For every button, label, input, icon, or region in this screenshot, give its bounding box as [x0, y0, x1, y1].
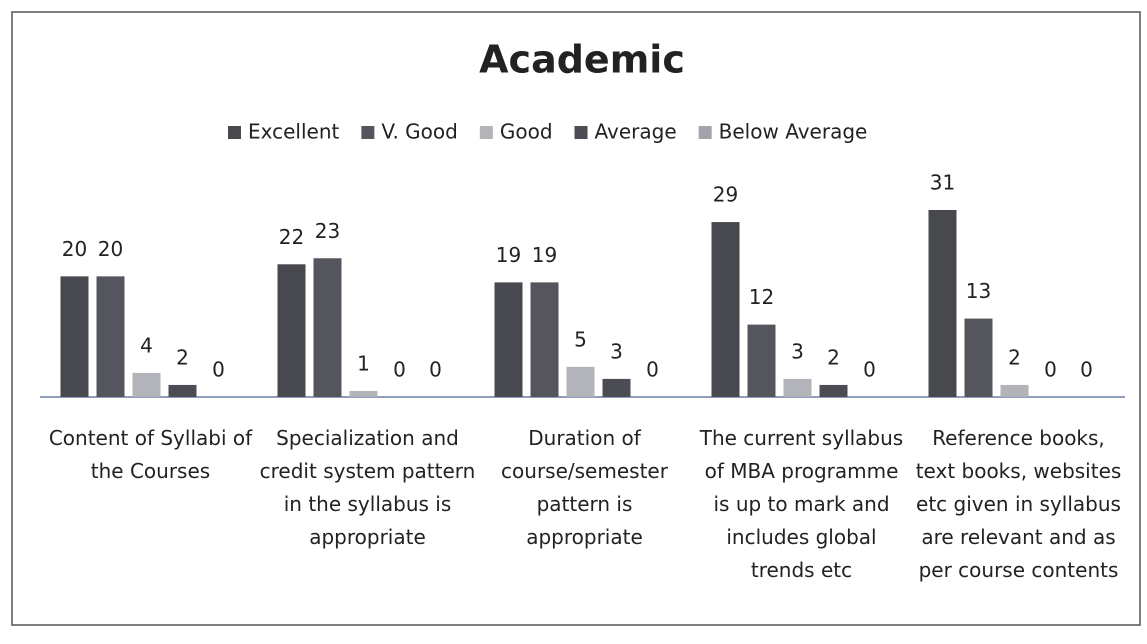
- value-label: 13: [966, 279, 991, 303]
- value-label: 2: [176, 345, 189, 369]
- value-label: 29: [713, 183, 738, 207]
- value-label: 1: [357, 351, 370, 375]
- bar: [928, 210, 957, 397]
- bar: [530, 282, 559, 397]
- value-label: 0: [646, 358, 659, 382]
- value-label: 0: [1044, 358, 1057, 382]
- bar: [494, 282, 523, 397]
- value-label: 5: [574, 327, 587, 351]
- legend-label: Average: [595, 120, 677, 144]
- x-tick-label: Specialization and credit system pattern…: [259, 426, 476, 549]
- bar: [168, 384, 197, 397]
- bar: [277, 264, 306, 397]
- x-tick-label: Reference books, text books, websites et…: [915, 426, 1122, 582]
- value-label: 19: [532, 243, 557, 267]
- bar: [60, 276, 89, 397]
- legend-label: V. Good: [381, 120, 457, 144]
- bar: [964, 318, 993, 397]
- bar: [783, 378, 812, 397]
- value-label: 3: [610, 339, 623, 363]
- value-label: 12: [749, 285, 774, 309]
- value-label: 22: [279, 225, 304, 249]
- value-label: 0: [1080, 358, 1093, 382]
- bar: [819, 384, 848, 397]
- bar: [711, 222, 740, 397]
- value-label: 19: [496, 243, 521, 267]
- legend-label: Good: [500, 120, 553, 144]
- chart-title: Academic: [479, 38, 685, 82]
- bar: [132, 372, 161, 397]
- x-tick-label: Content of Syllabi of the Courses: [48, 426, 253, 483]
- value-label: 2: [1008, 345, 1021, 369]
- value-label: 2: [827, 345, 840, 369]
- value-label: 0: [393, 358, 406, 382]
- value-label: 0: [863, 358, 876, 382]
- bar: [96, 276, 125, 397]
- value-label: 20: [98, 237, 123, 261]
- legend-swatch: [698, 126, 712, 139]
- bar: [747, 324, 776, 397]
- value-label: 31: [930, 171, 955, 195]
- value-label: 3: [791, 339, 804, 363]
- legend-swatch: [479, 126, 493, 139]
- legend-swatch: [361, 126, 375, 139]
- value-label: 4: [140, 333, 153, 357]
- value-label: 20: [62, 237, 87, 261]
- x-tick-label: The current syllabus of MBA programme is…: [699, 426, 904, 582]
- bar: [566, 366, 595, 397]
- value-label: 23: [315, 219, 340, 243]
- legend-label: Below Average: [719, 120, 868, 144]
- bar: [313, 258, 342, 397]
- bar: [349, 390, 378, 397]
- value-label: 0: [429, 358, 442, 382]
- legend-label: Excellent: [248, 120, 340, 144]
- x-tick-label: Duration of course/semester pattern is a…: [501, 426, 668, 549]
- legend-swatch: [228, 126, 241, 139]
- chart-border: [11, 11, 1141, 626]
- value-label: 0: [212, 358, 225, 382]
- legend-swatch: [574, 126, 588, 139]
- bar: [602, 378, 631, 397]
- bar: [1000, 384, 1029, 397]
